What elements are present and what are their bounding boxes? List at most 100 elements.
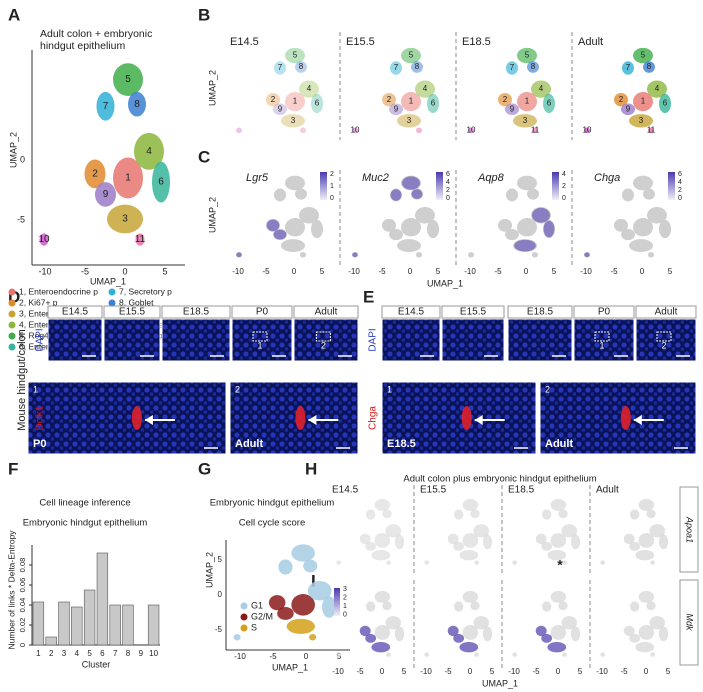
colorbar-tick: 2 — [330, 171, 334, 178]
cluster-label: 9 — [626, 104, 631, 113]
cluster-label: 10 — [467, 126, 476, 135]
y-tick-label: -5 — [17, 214, 25, 224]
marker-cell — [461, 406, 472, 430]
umap-cluster — [415, 80, 435, 98]
expression — [371, 642, 391, 653]
cluster-label: 3 — [291, 116, 296, 125]
zoom-number: 1 — [33, 384, 38, 394]
cluster-label: 5 — [525, 51, 530, 60]
cluster-label: 6 — [315, 99, 320, 108]
stage-title: E15.5 — [420, 485, 447, 496]
colorbar — [320, 172, 327, 200]
umap-cluster — [386, 652, 391, 657]
umap-cluster — [382, 92, 396, 107]
cluster-label: 9 — [394, 104, 399, 113]
umap-cluster — [453, 509, 464, 520]
expression — [402, 176, 420, 190]
cluster-label: 11 — [135, 234, 146, 245]
umap-cluster — [389, 229, 403, 241]
cluster-label: 6 — [431, 99, 436, 108]
inset-number: 1 — [599, 340, 604, 350]
cluster-label: 9 — [278, 104, 283, 113]
axis-title: UMAP_2 — [204, 552, 214, 588]
zoom-number: 2 — [235, 384, 240, 394]
zoom-micrograph — [539, 381, 697, 455]
umap-cluster — [600, 560, 606, 565]
chart-subtitle: Embryonic hindgut epithelium — [23, 518, 148, 529]
umap-cluster — [506, 188, 518, 202]
cluster-label: 7 — [103, 101, 109, 112]
expression — [390, 189, 402, 201]
umap-cluster — [462, 625, 479, 640]
marker-cell — [131, 406, 142, 430]
annotation: * — [557, 557, 563, 573]
inset-number: 2 — [321, 340, 326, 350]
umap-cluster — [285, 175, 305, 191]
colorbar-tick: 3 — [343, 586, 347, 593]
cluster-label: 8 — [134, 99, 140, 110]
cluster-label: 2 — [387, 95, 392, 104]
cluster-label: 11 — [647, 126, 656, 135]
panel-letter: B — [198, 5, 210, 24]
umap-cluster — [382, 218, 396, 232]
stage-title: E15.5 — [346, 36, 375, 48]
umap-cluster — [638, 625, 655, 640]
cluster-label: 6 — [547, 99, 552, 108]
cluster-label: 8 — [299, 62, 304, 71]
umap-cluster — [629, 509, 640, 520]
expression — [459, 642, 479, 653]
colorbar-tick: 6 — [678, 171, 682, 178]
cluster-label: 10 — [38, 234, 50, 245]
panel-letter: F — [8, 459, 18, 478]
umap-cluster — [295, 188, 307, 200]
colorbar-tick: 0 — [446, 195, 450, 202]
umap-cluster — [541, 601, 552, 612]
umap-cluster — [638, 498, 655, 511]
x-tick-label: 4 — [75, 649, 80, 658]
axis-title: UMAP_2 — [207, 70, 217, 106]
umap-cluster — [300, 252, 306, 258]
cluster-label: 7 — [394, 63, 399, 72]
stage-box — [231, 305, 293, 319]
umap-cluster — [505, 229, 519, 241]
cluster-label: 7 — [278, 63, 283, 72]
panel-letter: C — [198, 147, 210, 166]
umap-cluster — [512, 652, 518, 657]
umap-cluster — [397, 114, 421, 128]
umap-cluster — [309, 633, 317, 641]
y-tick-label: 0 — [20, 154, 25, 164]
x-tick-label: -5 — [620, 667, 628, 676]
umap-cluster — [468, 127, 474, 134]
umap-cluster — [300, 127, 306, 134]
panel-letter: I — [311, 571, 316, 590]
umap-cluster — [531, 80, 551, 98]
micrograph — [573, 318, 635, 362]
cluster-label: 4 — [539, 84, 544, 93]
bar — [71, 606, 83, 646]
cluster-label: 8 — [647, 62, 652, 71]
umap-cluster — [647, 206, 667, 224]
umap-cluster — [584, 127, 590, 134]
colorbar — [552, 172, 559, 200]
umap-cluster — [505, 103, 519, 116]
umap-cluster — [629, 541, 641, 551]
umap-cluster — [562, 560, 567, 565]
legend-label: 1, Enteroendocrine p — [19, 286, 98, 296]
colorbar-tick: 2 — [446, 187, 450, 194]
y-tick-label: 0 — [18, 643, 27, 647]
umap-cluster — [427, 219, 439, 239]
x-tick-label: 0 — [408, 267, 413, 276]
x-tick-label: 6 — [100, 649, 105, 658]
umap-cluster — [268, 595, 286, 611]
axis-title: Cluster — [82, 659, 111, 669]
umap-cluster — [274, 188, 286, 202]
cluster-label: 3 — [523, 116, 528, 125]
umap-cluster — [635, 642, 655, 653]
umap-cluster — [307, 581, 332, 601]
umap-cluster — [322, 596, 337, 618]
umap-cluster — [374, 625, 391, 640]
umap-cluster — [278, 559, 293, 575]
colorbar-tick: 0 — [562, 195, 566, 202]
micrograph — [103, 318, 161, 362]
umap-cluster — [506, 61, 518, 75]
